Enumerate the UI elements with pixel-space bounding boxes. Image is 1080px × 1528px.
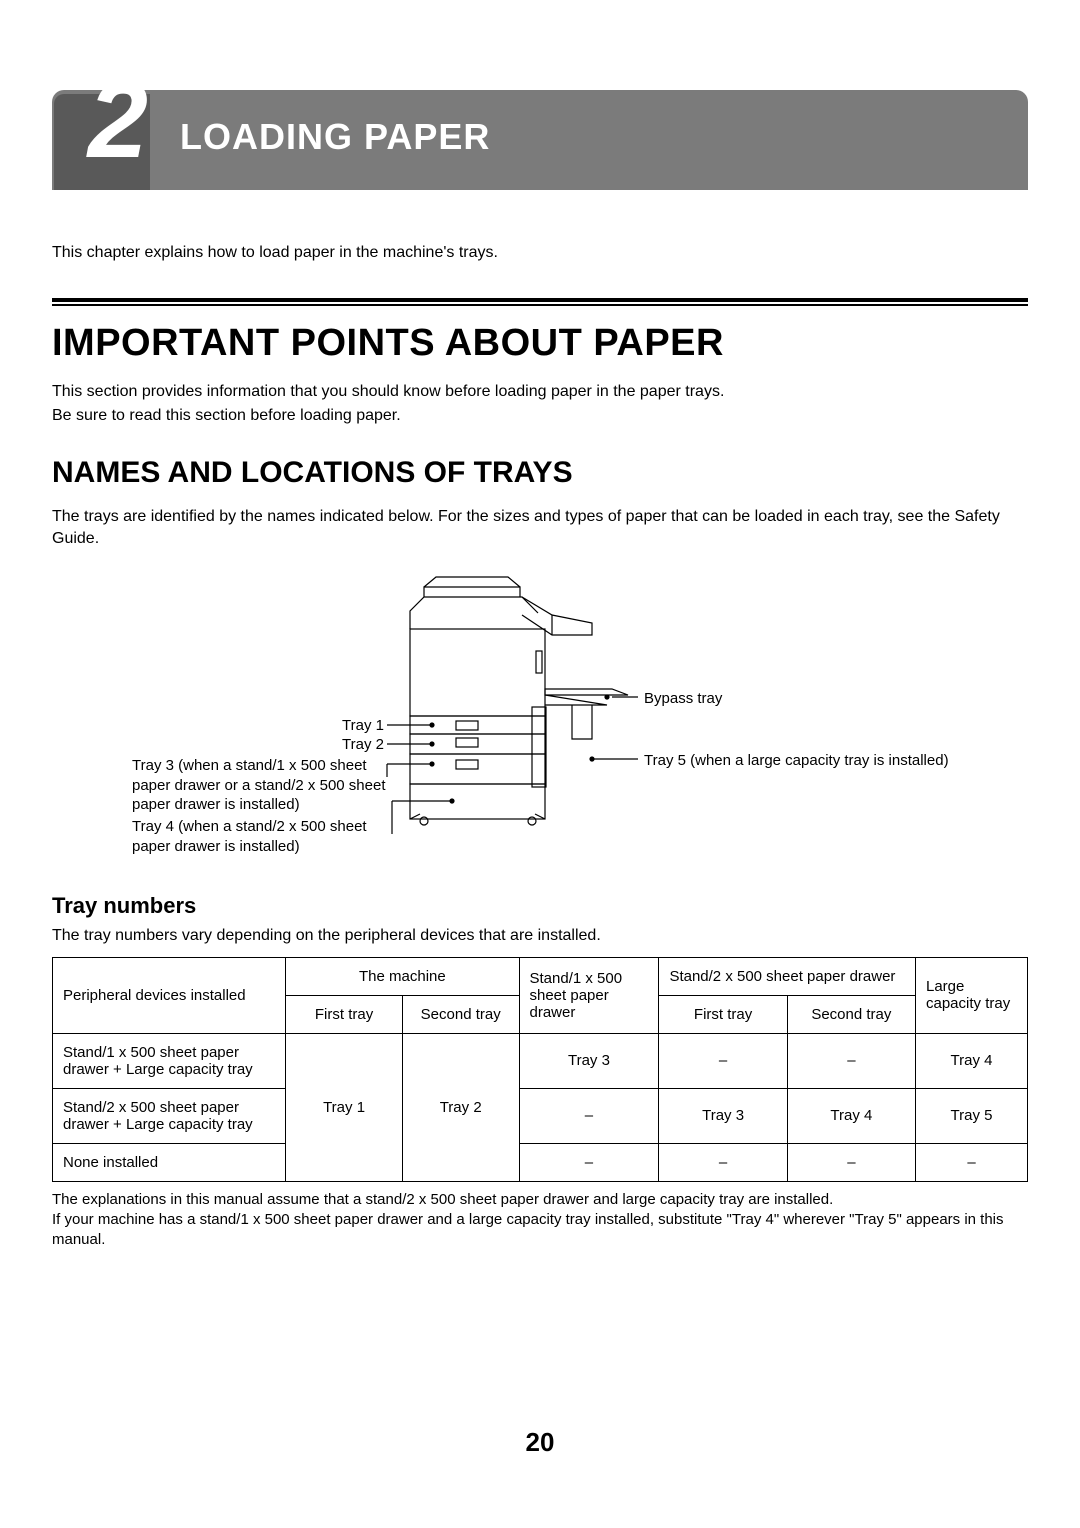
tray-diagram: Tray 1 Tray 2 Tray 3 (when a stand/1 x 5… xyxy=(52,559,1028,859)
page: 2 LOADING PAPER This chapter explains ho… xyxy=(0,0,1080,1528)
cell-s2b: – xyxy=(787,1033,915,1088)
diagram-label-tray3: Tray 3 (when a stand/1 x 500 sheet paper… xyxy=(132,756,392,815)
page-number: 20 xyxy=(0,1427,1080,1458)
table-header-row1: Peripheral devices installed The machine… xyxy=(53,957,1028,995)
cell-s1: – xyxy=(519,1088,659,1143)
th-machine-first: First tray xyxy=(286,995,403,1033)
th-largecap: Large capacity tray xyxy=(916,957,1028,1033)
cell-label: None installed xyxy=(53,1143,286,1181)
section-important-p1: This section provides information that y… xyxy=(52,381,1028,403)
chapter-title: LOADING PAPER xyxy=(180,116,490,158)
diagram-label-tray2: Tray 2 xyxy=(334,735,384,755)
diagram-label-bypass: Bypass tray xyxy=(644,689,722,709)
footnote-2: If your machine has a stand/1 x 500 shee… xyxy=(52,1210,1028,1251)
chapter-intro: This chapter explains how to load paper … xyxy=(52,244,1028,262)
th-stand1: Stand/1 x 500 sheet paper drawer xyxy=(519,957,659,1033)
cell-s1: Tray 3 xyxy=(519,1033,659,1088)
cell-machine-first: Tray 1 xyxy=(286,1033,403,1181)
th-peripheral: Peripheral devices installed xyxy=(53,957,286,1033)
cell-s2a: – xyxy=(659,1033,787,1088)
cell-machine-second: Tray 2 xyxy=(402,1033,519,1181)
chapter-banner: 2 LOADING PAPER xyxy=(52,72,1028,190)
table-row: None installed – – – – xyxy=(53,1143,1028,1181)
diagram-label-tray1: Tray 1 xyxy=(334,716,384,736)
table-row: Stand/2 x 500 sheet paper drawer + Large… xyxy=(53,1088,1028,1143)
cell-s2b: Tray 4 xyxy=(787,1088,915,1143)
th-stand2-second: Second tray xyxy=(787,995,915,1033)
cell-label: Stand/2 x 500 sheet paper drawer + Large… xyxy=(53,1088,286,1143)
tray-numbers-p1: The tray numbers vary depending on the p… xyxy=(52,925,1028,947)
th-stand2-first: First tray xyxy=(659,995,787,1033)
section-names-p1: The trays are identified by the names in… xyxy=(52,506,1028,549)
diagram-label-tray5: Tray 5 (when a large capacity tray is in… xyxy=(644,751,1004,771)
section-important-p2: Be sure to read this section before load… xyxy=(52,405,1028,427)
cell-lc: Tray 4 xyxy=(916,1033,1028,1088)
section-names-title: NAMES AND LOCATIONS OF TRAYS xyxy=(52,456,1028,490)
cell-s2b: – xyxy=(787,1143,915,1181)
th-stand2: Stand/2 x 500 sheet paper drawer xyxy=(659,957,916,995)
cell-lc: – xyxy=(916,1143,1028,1181)
cell-s1: – xyxy=(519,1143,659,1181)
diagram-label-tray4: Tray 4 (when a stand/2 x 500 sheet paper… xyxy=(132,817,402,856)
table-row: Stand/1 x 500 sheet paper drawer + Large… xyxy=(53,1033,1028,1088)
cell-s2a: Tray 3 xyxy=(659,1088,787,1143)
section-divider xyxy=(52,298,1028,306)
footnote-1: The explanations in this manual assume t… xyxy=(52,1190,1028,1210)
section-important-title: IMPORTANT POINTS ABOUT PAPER xyxy=(52,322,1028,365)
cell-label: Stand/1 x 500 sheet paper drawer + Large… xyxy=(53,1033,286,1088)
th-machine: The machine xyxy=(286,957,519,995)
chapter-number: 2 xyxy=(52,66,150,174)
cell-lc: Tray 5 xyxy=(916,1088,1028,1143)
th-machine-second: Second tray xyxy=(402,995,519,1033)
tray-numbers-table: Peripheral devices installed The machine… xyxy=(52,957,1028,1182)
tray-numbers-title: Tray numbers xyxy=(52,893,1028,919)
cell-s2a: – xyxy=(659,1143,787,1181)
